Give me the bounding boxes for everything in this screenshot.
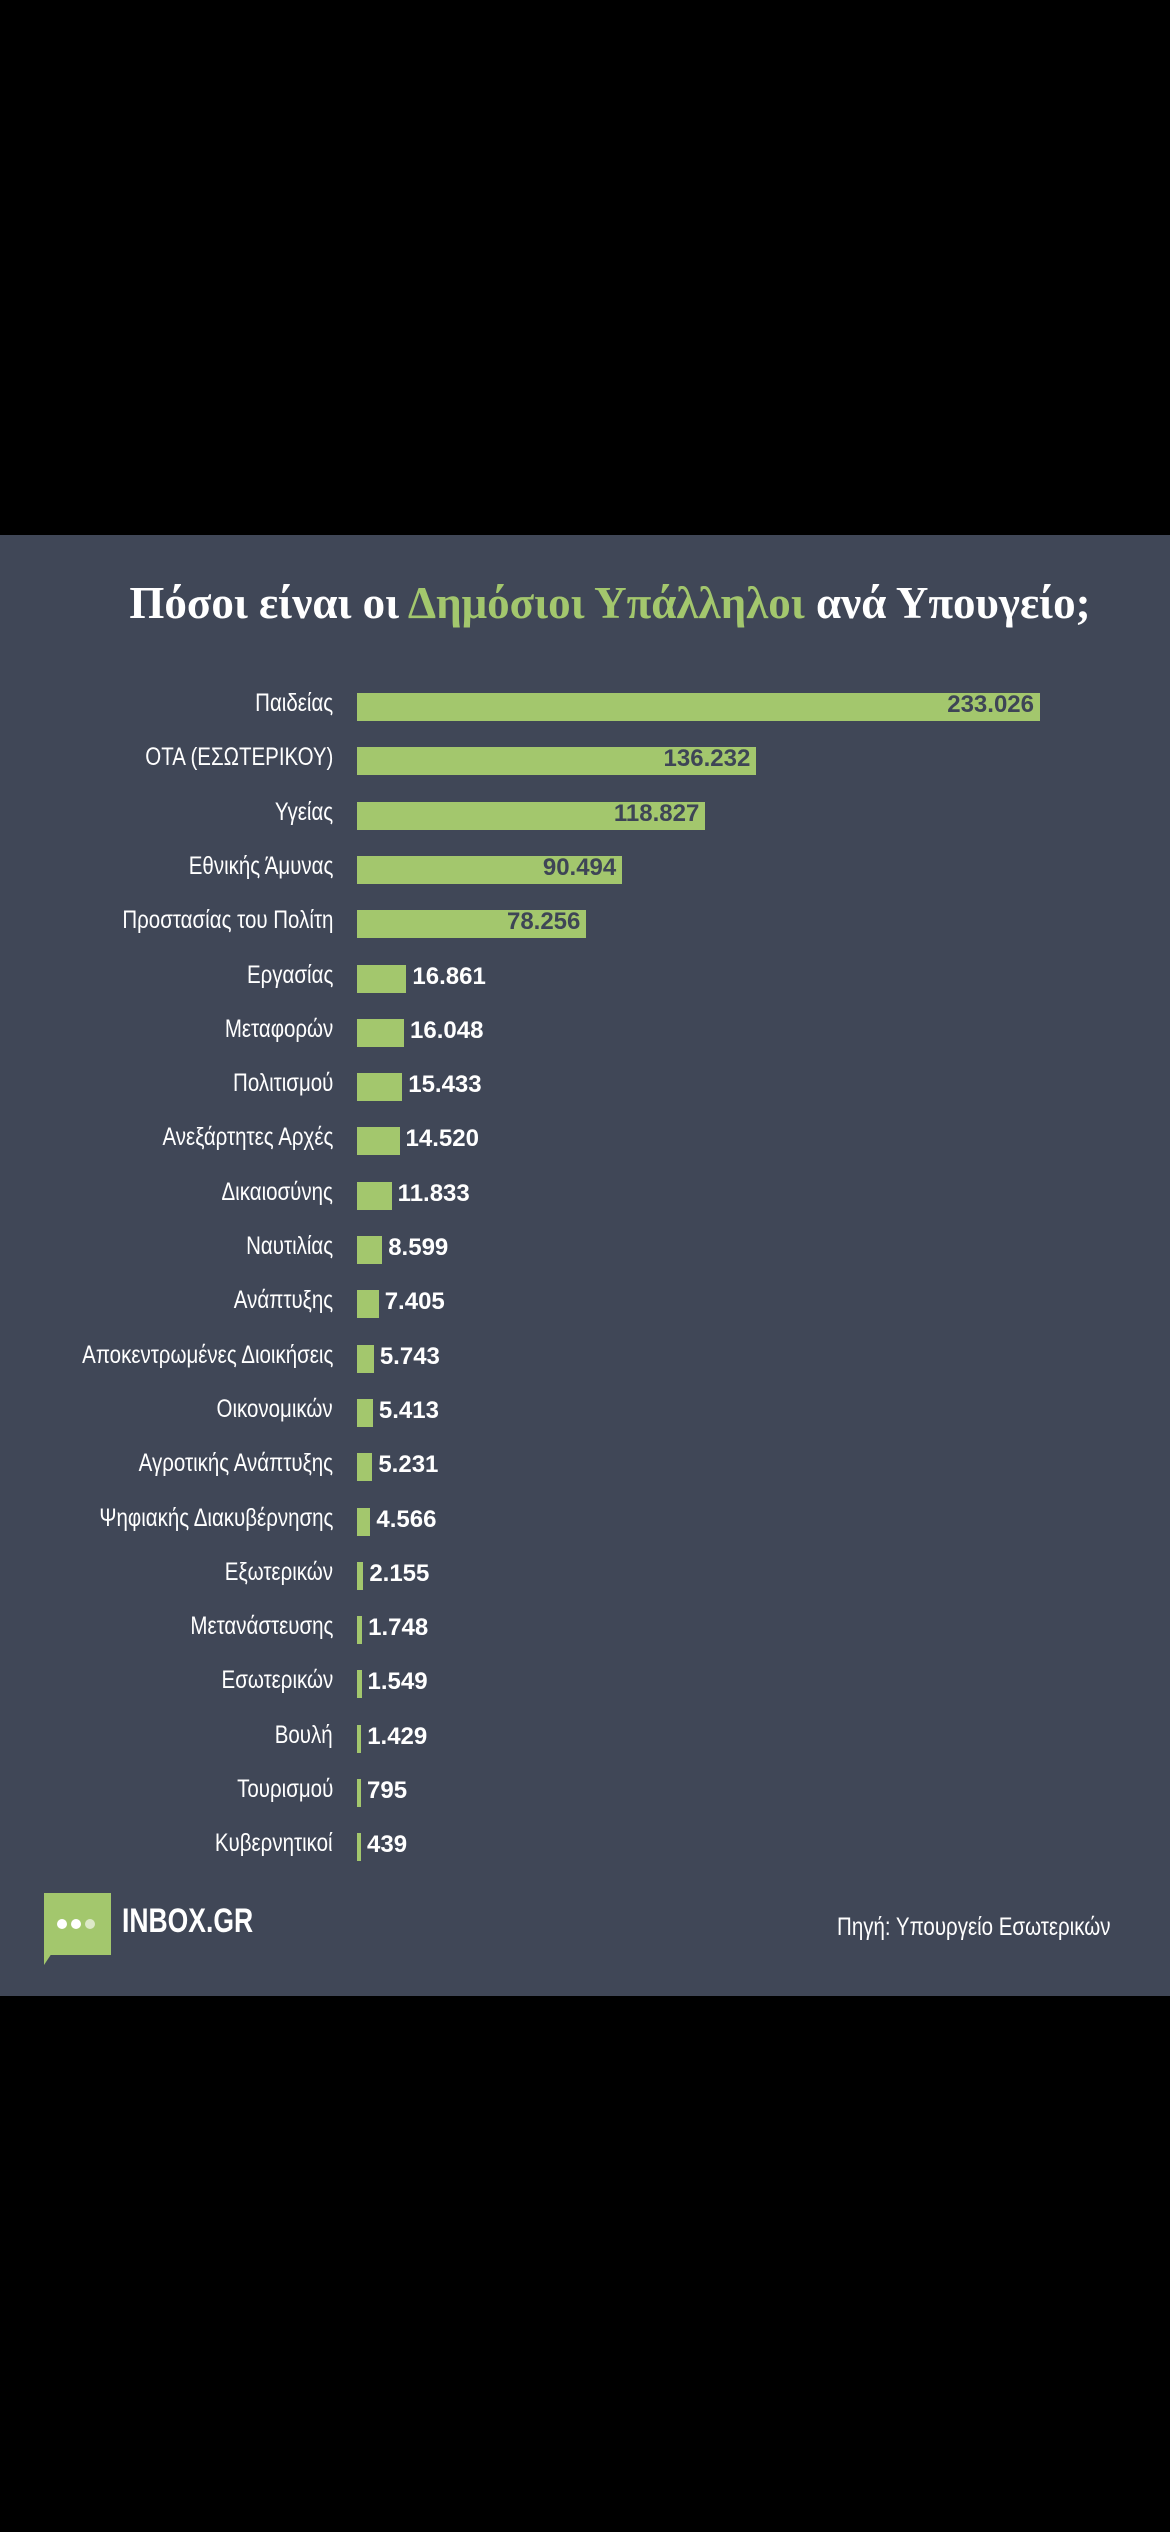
value-label: 118.827: [613, 799, 700, 827]
category-label: Αγροτικής Ανάπτυξης: [138, 1449, 333, 1478]
bar-row: Ναυτιλίας 8.599: [0, 1223, 1170, 1277]
bar: [357, 1779, 361, 1807]
category-label: Μεταφορών: [224, 1014, 333, 1043]
bar: [357, 1127, 400, 1156]
category-label: Εσωτερικών: [221, 1666, 333, 1695]
value-label: 5.231: [378, 1451, 439, 1479]
bar-row: Κυβερνητικοί 439: [0, 1820, 1170, 1874]
bar-row: Μεταφορών 16.048: [0, 1006, 1170, 1060]
category-label: Ανάπτυξης: [233, 1286, 333, 1315]
value-label: 795: [367, 1777, 408, 1804]
category-label: Βουλή: [275, 1720, 333, 1749]
bar-row: Δικαιοσύνης 11.833: [0, 1169, 1170, 1223]
bar-row: Αγροτικής Ανάπτυξης 5.231: [0, 1440, 1170, 1494]
source-note: Πηγή: Υπουργείο Εσωτερικών: [836, 1913, 1110, 1941]
brand-name: INBOX.GR: [122, 1902, 254, 1940]
bar-row: Αποκεντρωμένες Διοικήσεις 5.743: [0, 1332, 1170, 1386]
bar: [357, 1398, 373, 1427]
value-label: 136.232: [663, 745, 751, 773]
category-label: Οικονομικών: [216, 1394, 333, 1423]
bar: [357, 1018, 405, 1047]
category-label: Ψηφιακής Διακυβέρνησης: [98, 1503, 333, 1532]
value-label: 2.155: [369, 1559, 430, 1587]
category-label: Δικαιοσύνης: [221, 1177, 333, 1206]
value-label: 1.549: [367, 1668, 428, 1696]
value-label: 78.256: [506, 908, 581, 936]
category-label: Ανεξάρτητες Αρχές: [162, 1123, 333, 1152]
value-label: 11.833: [397, 1179, 470, 1207]
bar-row: Εθνικής Άμυνας 90.494: [0, 843, 1170, 897]
bar: [357, 1073, 403, 1102]
value-label: 439: [367, 1831, 408, 1859]
bar: [357, 1670, 362, 1699]
bar: [357, 1833, 361, 1862]
category-label: Μετανάστευσης: [189, 1612, 333, 1641]
value-label: 1.748: [368, 1614, 429, 1642]
chart-title: Πόσοι είναι οι Δημόσιοι Υπάλληλοι ανά Υπ…: [0, 577, 1170, 629]
value-label: 8.599: [388, 1234, 449, 1261]
bar-row: Οικονομικών 5.413: [0, 1386, 1170, 1440]
bar: [357, 1561, 364, 1590]
logo-tail: [44, 1953, 52, 1965]
bar: [357, 964, 407, 993]
category-label: Παιδείας: [254, 689, 333, 717]
bar-row: Παιδείας 233.026: [0, 680, 1170, 734]
bar-row: Μετανάστευσης 1.748: [0, 1603, 1170, 1657]
category-label: Εξωτερικών: [224, 1557, 333, 1586]
bar: [357, 1236, 383, 1264]
bar: [357, 1453, 373, 1482]
inbox-logo-icon: [44, 1893, 111, 1955]
bar: [357, 801, 706, 830]
value-label: 16.048: [410, 1016, 484, 1044]
chart-panel: Πόσοι είναι οι Δημόσιοι Υπάλληλοι ανά Υπ…: [0, 535, 1170, 1996]
value-label: 14.520: [405, 1125, 479, 1153]
category-label: Κυβερνητικοί: [215, 1829, 333, 1858]
value-label: 16.861: [412, 962, 486, 990]
bar-row: Προστασίας του Πολίτη 78.256: [0, 897, 1170, 951]
bar: [357, 1290, 379, 1319]
bar-row: Βουλή 1.429: [0, 1712, 1170, 1766]
title-part: ανά Υπουγείο;: [804, 578, 1091, 628]
value-label: 233.026: [947, 691, 1034, 718]
category-label: Ναυτιλίας: [245, 1232, 333, 1260]
category-label: Τουρισμού: [236, 1775, 333, 1803]
category-label: Εργασίας: [246, 960, 333, 989]
bar: [357, 910, 587, 939]
bar-row: Πολιτισμού 15.433: [0, 1060, 1170, 1114]
bar-row: Υγείας 118.827: [0, 789, 1170, 843]
category-label: Υγείας: [274, 797, 333, 826]
value-label: 1.429: [367, 1722, 428, 1750]
title-part: Πόσοι είναι οι: [129, 578, 408, 628]
bar-row: Ψηφιακής Διακυβέρνησης 4.566: [0, 1495, 1170, 1549]
bar-row: Εξωτερικών 2.155: [0, 1549, 1170, 1603]
bar: [357, 1616, 363, 1645]
bar: [357, 1181, 392, 1210]
bar-row: ΟΤΑ (ΕΣΩΤΕΡΙΚΟΥ) 136.232: [0, 734, 1170, 788]
bar: [357, 693, 1040, 721]
value-label: 4.566: [376, 1505, 437, 1533]
value-label: 90.494: [542, 853, 617, 881]
bar-row: Εσωτερικών 1.549: [0, 1657, 1170, 1711]
bar-row: Ανάπτυξης 7.405: [0, 1277, 1170, 1331]
category-label: ΟΤΑ (ΕΣΩΤΕΡΙΚΟΥ): [144, 743, 333, 772]
bar: [357, 747, 757, 776]
bar-row: Τουρισμού 795: [0, 1766, 1170, 1820]
category-label: Εθνικής Άμυνας: [188, 851, 333, 880]
category-label: Προστασίας του Πολίτη: [121, 906, 333, 935]
value-label: 5.743: [379, 1342, 440, 1370]
bar: [357, 1344, 374, 1373]
bar-row: Ανεξάρτητες Αρχές 14.520: [0, 1114, 1170, 1168]
value-label: 15.433: [408, 1071, 482, 1099]
bar: [357, 1724, 362, 1753]
bar: [357, 855, 623, 884]
category-label: Αποκεντρωμένες Διοικήσεις: [81, 1340, 333, 1369]
category-label: Πολιτισμού: [232, 1069, 333, 1098]
bar: [357, 1507, 371, 1536]
value-label: 7.405: [384, 1288, 445, 1316]
bar-row: Εργασίας 16.861: [0, 952, 1170, 1006]
title-highlight: Δημόσιοι Υπάλληλοι: [407, 578, 805, 628]
value-label: 5.413: [378, 1396, 439, 1424]
